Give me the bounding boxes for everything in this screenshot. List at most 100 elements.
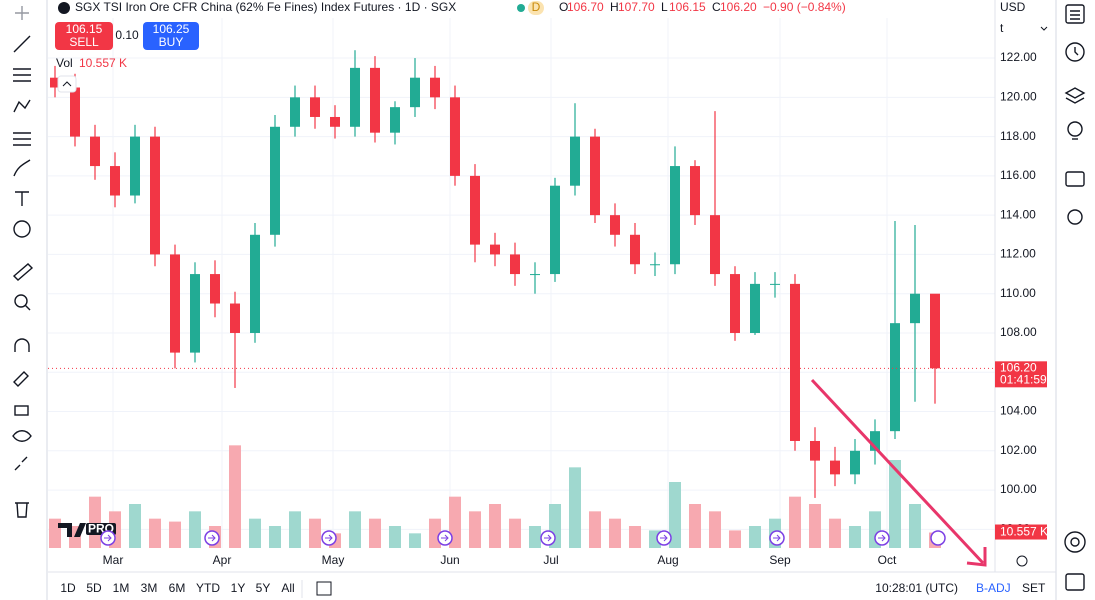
range-button[interactable]: 1M bbox=[113, 581, 130, 595]
adjustment[interactable]: B-ADJ bbox=[976, 581, 1011, 595]
volume-bar bbox=[749, 526, 761, 548]
event-icons bbox=[100, 530, 946, 546]
ohlc-value: 107.70 bbox=[618, 0, 655, 14]
candle-body bbox=[690, 166, 700, 216]
symbol-title: SGX TSI Iron Ore CFR China (62% Fe Fines… bbox=[75, 0, 456, 14]
sell-label[interactable]: SELL bbox=[69, 35, 99, 49]
range-button[interactable]: 5Y bbox=[256, 581, 271, 595]
unit[interactable]: t bbox=[1000, 21, 1004, 35]
session[interactable]: SET bbox=[1022, 581, 1046, 595]
volume-bar bbox=[569, 467, 581, 548]
y-tick-label: 120.00 bbox=[1000, 90, 1037, 104]
candle-body bbox=[590, 136, 600, 216]
candle-body bbox=[90, 136, 100, 167]
y-tick-label: 112.00 bbox=[1000, 247, 1036, 261]
candle-body bbox=[270, 126, 280, 235]
last-price: 106.20 bbox=[1000, 360, 1037, 374]
range-button[interactable]: 5D bbox=[86, 581, 102, 595]
candle-body bbox=[310, 97, 320, 117]
event-arrow bbox=[660, 534, 668, 542]
right-toolbar[interactable] bbox=[1055, 0, 1086, 600]
candle-body bbox=[50, 77, 60, 88]
candle-body bbox=[650, 264, 660, 266]
event-arrow bbox=[878, 534, 886, 542]
range-button[interactable]: All bbox=[281, 581, 294, 595]
currency[interactable]: USD bbox=[1000, 0, 1026, 14]
candle-body bbox=[250, 234, 260, 333]
volume-bar bbox=[169, 521, 181, 548]
badge-bg bbox=[528, 1, 544, 15]
candle-body bbox=[810, 440, 820, 461]
candle-body bbox=[390, 107, 400, 133]
clock: 10:28:01 (UTC) bbox=[875, 581, 958, 595]
volume-bar bbox=[349, 511, 361, 548]
candle-body bbox=[430, 77, 440, 98]
ohlc-value: 106.70 bbox=[567, 0, 604, 14]
sell-price[interactable]: 106.15 bbox=[66, 22, 103, 36]
buy-label[interactable]: BUY bbox=[159, 35, 184, 49]
event-arrow bbox=[325, 534, 333, 542]
y-tick-label: 100.00 bbox=[1000, 482, 1037, 496]
candle-body bbox=[910, 293, 920, 324]
volume-bar bbox=[89, 496, 101, 548]
ohlc-key: L bbox=[661, 0, 668, 14]
range-button[interactable]: 6M bbox=[169, 581, 186, 595]
candle-body bbox=[290, 97, 300, 127]
candle-body bbox=[890, 323, 900, 432]
range-button[interactable]: 1D bbox=[60, 581, 76, 595]
collapse-button[interactable] bbox=[57, 75, 77, 93]
left-toolbar[interactable] bbox=[12, 0, 48, 600]
candle-body bbox=[610, 215, 620, 235]
range-button[interactable]: 1Y bbox=[231, 581, 246, 595]
candle-pane bbox=[50, 50, 940, 498]
candle-body bbox=[770, 283, 780, 285]
candle-body bbox=[230, 303, 240, 333]
unit-dropdown bbox=[1040, 26, 1048, 31]
x-tick-label: May bbox=[322, 553, 345, 567]
volume-bar bbox=[629, 526, 641, 548]
volume-bar bbox=[609, 518, 621, 548]
settings-icon[interactable] bbox=[1016, 555, 1028, 567]
x-tick-label: Jul bbox=[543, 553, 558, 567]
volume-bar bbox=[589, 511, 601, 548]
collapse-icon bbox=[62, 81, 72, 87]
date-range-icon[interactable] bbox=[316, 581, 332, 596]
candle-body bbox=[670, 166, 680, 265]
bottom-bar: 1D 5D 1M 3M 6M YTD 1Y 5Y All 10:28:01 (UTC) B-ADJ S… bbox=[60, 580, 1046, 598]
candle-body bbox=[530, 274, 540, 276]
volume-bar bbox=[909, 504, 921, 548]
change: −0.90 (−0.84%) bbox=[763, 0, 846, 14]
candle-body bbox=[830, 460, 840, 475]
last-volume-tag bbox=[995, 524, 1047, 540]
volume-bar bbox=[309, 518, 321, 548]
candle-body bbox=[110, 166, 120, 196]
volume-bar bbox=[529, 526, 541, 548]
volume-bar bbox=[789, 496, 801, 548]
candle-body bbox=[330, 116, 340, 127]
volume-bar bbox=[809, 504, 821, 548]
volume-bar bbox=[889, 460, 901, 548]
y-tick-label: 122.00 bbox=[1000, 50, 1037, 64]
y-tick-label: 102.00 bbox=[1000, 443, 1037, 457]
buy-price[interactable]: 106.25 bbox=[153, 22, 190, 36]
drawn-arrow bbox=[810, 378, 987, 567]
volume-bar bbox=[489, 504, 501, 548]
last-volume: 10.557 K bbox=[1000, 525, 1048, 539]
x-tick-label: Jun bbox=[440, 553, 459, 567]
volume-bar bbox=[289, 511, 301, 548]
event-arrow bbox=[544, 534, 552, 542]
ohlc-key: C bbox=[712, 0, 721, 14]
volume-bar bbox=[689, 504, 701, 548]
countdown: 01:41:59 bbox=[1000, 372, 1047, 386]
ohlc-value: 106.20 bbox=[720, 0, 757, 14]
symbol-logo bbox=[58, 2, 70, 14]
sell-button[interactable] bbox=[55, 22, 113, 50]
buy-button[interactable] bbox=[143, 22, 199, 50]
status-dot bbox=[517, 4, 525, 12]
event-arrow bbox=[208, 534, 216, 542]
range-button[interactable]: YTD bbox=[196, 581, 220, 595]
range-button[interactable]: 3M bbox=[141, 581, 158, 595]
spread: 0.10 bbox=[115, 28, 139, 42]
volume-legend-value: 10.557 K bbox=[79, 56, 127, 70]
